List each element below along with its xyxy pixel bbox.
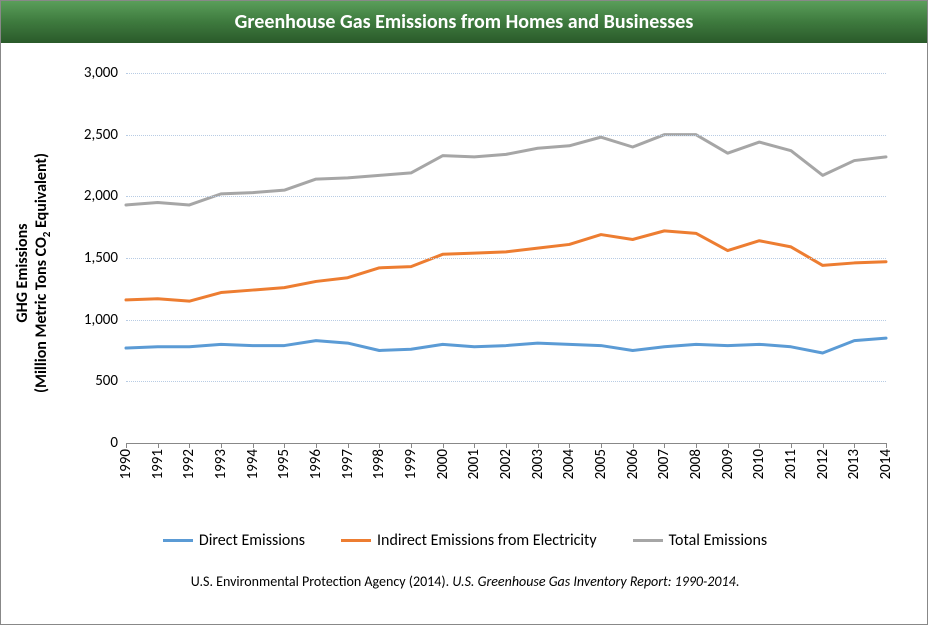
gridline — [126, 73, 886, 74]
x-tick-label: 1994 — [244, 449, 262, 479]
x-tick-mark — [411, 443, 412, 448]
x-tick-label: 2003 — [529, 449, 547, 479]
x-tick-mark — [348, 443, 349, 448]
x-tick-mark — [538, 443, 539, 448]
x-tick-label: 2013 — [845, 449, 863, 479]
gridline — [126, 381, 886, 382]
x-tick-label: 2005 — [592, 449, 610, 479]
series-line — [126, 338, 886, 353]
x-tick-mark — [664, 443, 665, 448]
x-tick-mark — [506, 443, 507, 448]
x-tick-label: 1997 — [339, 449, 357, 479]
source-citation: U.S. Environmental Protection Agency (20… — [1, 573, 928, 590]
x-tick-mark — [158, 443, 159, 448]
x-tick-label: 1995 — [275, 449, 293, 479]
x-tick-mark — [379, 443, 380, 448]
gridline — [126, 320, 886, 321]
x-tick-mark — [728, 443, 729, 448]
x-tick-label: 2012 — [814, 449, 832, 479]
x-tick-label: 2004 — [560, 449, 578, 479]
x-tick-label: 2000 — [434, 449, 452, 479]
legend-item: Total Emissions — [633, 531, 767, 550]
x-tick-label: 2007 — [655, 449, 673, 479]
legend-item: Indirect Emissions from Electricity — [341, 531, 597, 550]
legend-swatch — [341, 539, 371, 542]
x-tick-label: 1992 — [180, 449, 198, 479]
plot-area: 05001,0001,5002,0002,5003,00019901991199… — [126, 73, 886, 443]
legend-label: Indirect Emissions from Electricity — [377, 531, 597, 550]
x-tick-mark — [601, 443, 602, 448]
x-tick-label: 2009 — [719, 449, 737, 479]
legend-item: Direct Emissions — [163, 531, 305, 550]
y-axis-label-line2: (Million Metric Tons CO2 Equivalent) — [32, 83, 54, 463]
x-tick-label: 2008 — [687, 449, 705, 479]
x-tick-mark — [759, 443, 760, 448]
x-tick-label: 1990 — [117, 449, 135, 479]
gridline — [126, 196, 886, 197]
x-tick-mark — [886, 443, 887, 448]
x-tick-mark — [633, 443, 634, 448]
x-tick-mark — [569, 443, 570, 448]
x-tick-mark — [253, 443, 254, 448]
x-tick-mark — [791, 443, 792, 448]
chart-title: Greenhouse Gas Emissions from Homes and … — [235, 10, 694, 34]
legend-swatch — [633, 539, 663, 542]
title-bar: Greenhouse Gas Emissions from Homes and … — [1, 1, 927, 43]
gridline — [126, 258, 886, 259]
y-axis-label-line1: GHG Emissions — [13, 83, 32, 463]
chart-area: GHG Emissions (Million Metric Tons CO2 E… — [1, 43, 928, 625]
y-tick-label: 500 — [95, 372, 118, 390]
legend-swatch — [163, 539, 193, 542]
x-tick-mark — [189, 443, 190, 448]
x-tick-mark — [854, 443, 855, 448]
x-tick-mark — [443, 443, 444, 448]
chart-container: Greenhouse Gas Emissions from Homes and … — [0, 0, 928, 625]
legend-label: Direct Emissions — [199, 531, 305, 550]
x-tick-label: 1998 — [370, 449, 388, 479]
y-tick-label: 2,000 — [84, 187, 118, 205]
x-tick-label: 1993 — [212, 449, 230, 479]
x-tick-mark — [316, 443, 317, 448]
y-tick-label: 1,500 — [84, 249, 118, 267]
x-tick-label: 2011 — [782, 449, 800, 479]
y-tick-label: 3,000 — [84, 64, 118, 82]
x-tick-label: 2010 — [750, 449, 768, 479]
y-tick-label: 2,500 — [84, 126, 118, 144]
x-tick-label: 2001 — [465, 449, 483, 479]
x-tick-label: 1996 — [307, 449, 325, 479]
legend-label: Total Emissions — [669, 531, 767, 550]
legend: Direct Emissions Indirect Emissions from … — [1, 531, 928, 550]
x-tick-mark — [284, 443, 285, 448]
gridline — [126, 135, 886, 136]
x-tick-label: 2002 — [497, 449, 515, 479]
x-tick-label: 2006 — [624, 449, 642, 479]
y-tick-label: 1,000 — [84, 311, 118, 329]
x-tick-mark — [474, 443, 475, 448]
series-line — [126, 135, 886, 205]
x-tick-mark — [126, 443, 127, 448]
x-tick-mark — [696, 443, 697, 448]
x-tick-label: 1991 — [149, 449, 167, 479]
x-tick-mark — [823, 443, 824, 448]
x-tick-label: 2014 — [877, 449, 895, 479]
x-tick-label: 1999 — [402, 449, 420, 479]
x-tick-mark — [221, 443, 222, 448]
series-line — [126, 231, 886, 301]
